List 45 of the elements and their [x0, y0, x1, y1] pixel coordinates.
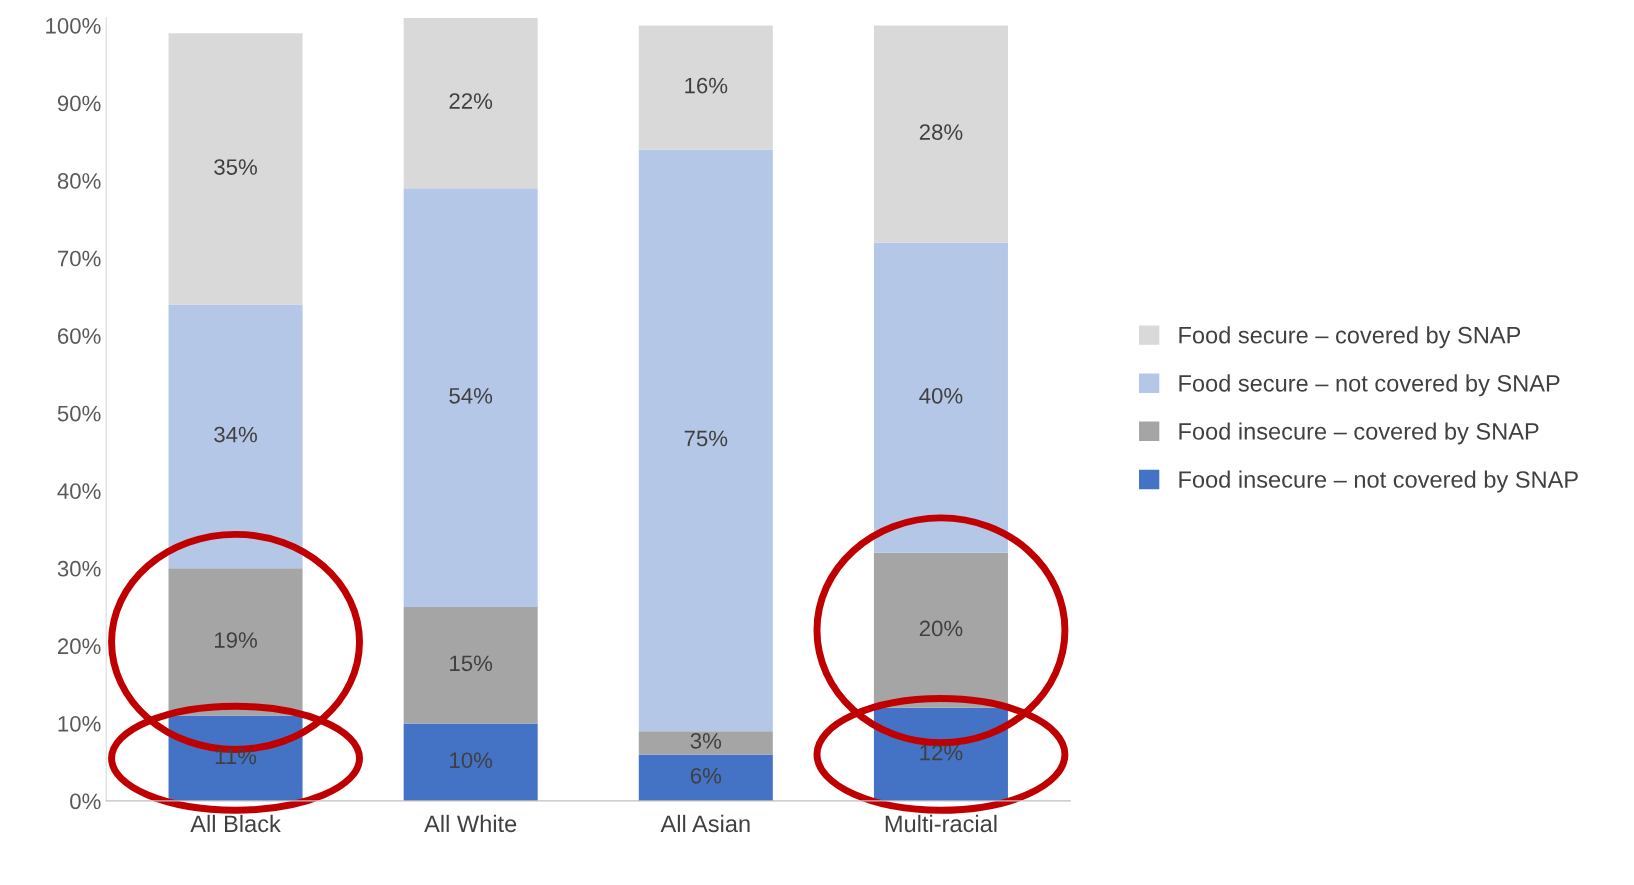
x-tick-label: All White	[424, 814, 517, 833]
legend-label: Food insecure – not covered by SNAP	[1179, 470, 1578, 493]
data-label: 54%	[449, 388, 493, 404]
y-tick-label: 30%	[57, 560, 101, 577]
data-label: 35%	[214, 159, 257, 175]
y-tick-label: 0%	[70, 793, 101, 810]
y-tick-label: 100%	[46, 17, 101, 34]
data-label: 20%	[919, 620, 963, 637]
bar	[638, 25, 773, 150]
data-label: 28%	[919, 124, 963, 140]
data-label: 16%	[685, 77, 728, 94]
legend-label: Food secure – not covered by SNAP	[1179, 374, 1560, 397]
data-label: 3%	[690, 732, 722, 749]
x-tick-label: Multi-racial	[885, 814, 997, 833]
data-label: 34%	[214, 426, 257, 443]
data-label: 75%	[684, 430, 728, 447]
y-tick-label: 40%	[57, 483, 101, 500]
y-tick-label: 70%	[58, 250, 101, 267]
bar	[638, 149, 773, 732]
y-tick-label: 60%	[58, 328, 101, 344]
y-tick-label: 10%	[58, 715, 101, 732]
legend-label: Food secure – covered by SNAP	[1179, 326, 1521, 349]
y-tick-label: 80%	[57, 173, 101, 189]
bar	[168, 33, 303, 305]
data-label: 22%	[449, 93, 493, 109]
data-label: 11%	[215, 748, 257, 765]
bar	[638, 731, 773, 755]
bar	[403, 17, 538, 189]
data-label: 19%	[214, 632, 257, 648]
bar	[873, 25, 1008, 243]
data-label: 15%	[450, 655, 493, 672]
bar	[403, 607, 538, 724]
data-label: 10%	[450, 752, 493, 769]
data-label: 40%	[919, 387, 963, 404]
y-tick-label: 90%	[57, 95, 101, 112]
data-label: 12%	[920, 744, 963, 761]
legend-label: Food insecure – covered by SNAP	[1179, 422, 1539, 445]
x-tick-label: All Black	[190, 814, 281, 833]
y-tick-label: 50%	[57, 405, 101, 422]
bar	[403, 188, 538, 608]
bar	[638, 754, 773, 801]
x-tick-label: All Asian	[660, 814, 750, 833]
y-tick-label: 20%	[57, 638, 101, 655]
bar	[403, 723, 538, 801]
data-label: 6%	[690, 767, 722, 784]
